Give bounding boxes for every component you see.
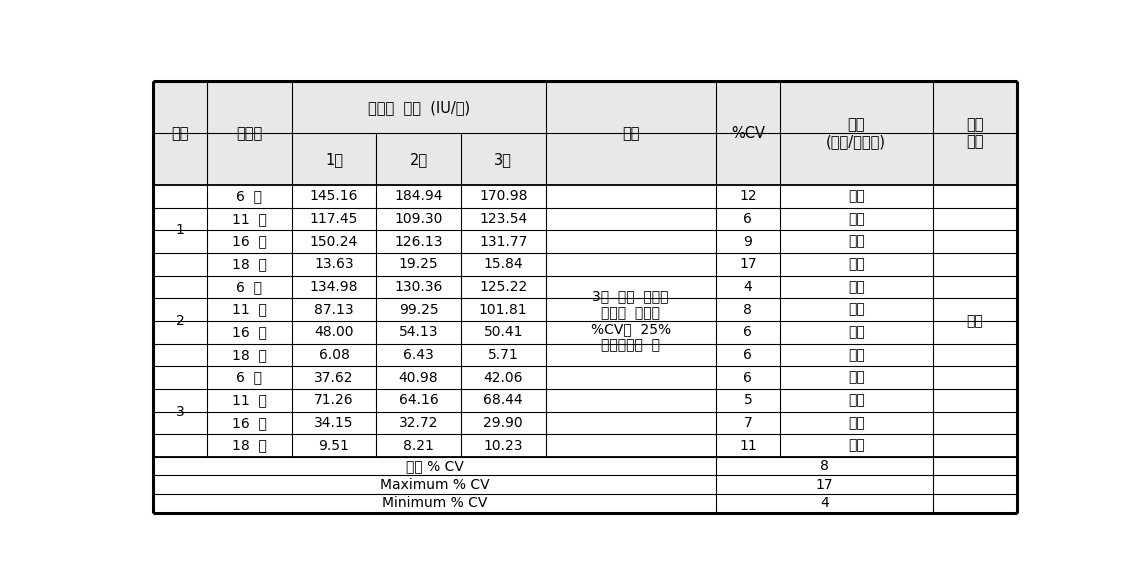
- Text: 4: 4: [743, 280, 753, 294]
- Text: 13.63: 13.63: [314, 257, 354, 271]
- Text: 적합: 적합: [847, 190, 864, 204]
- Text: 11: 11: [739, 439, 757, 453]
- Text: 3: 3: [176, 405, 185, 418]
- Text: 18  형: 18 형: [232, 439, 267, 453]
- Text: 64.16: 64.16: [399, 393, 439, 407]
- Text: 48.00: 48.00: [314, 325, 354, 339]
- Text: 6: 6: [743, 370, 753, 384]
- Text: 134.98: 134.98: [309, 280, 359, 294]
- Text: 37.62: 37.62: [314, 370, 354, 384]
- Text: 6  형: 6 형: [236, 280, 263, 294]
- Text: %CV: %CV: [731, 126, 765, 141]
- Text: 42.06: 42.06: [483, 370, 523, 384]
- Text: 16  형: 16 형: [232, 325, 267, 339]
- Text: 10.23: 10.23: [483, 439, 523, 453]
- Text: 6  형: 6 형: [236, 370, 263, 384]
- Text: 125.22: 125.22: [480, 280, 528, 294]
- Text: 적합: 적합: [847, 439, 864, 453]
- Text: 적합: 적합: [847, 325, 864, 339]
- Text: 적합: 적합: [847, 280, 864, 294]
- Text: 11  형: 11 형: [232, 393, 267, 407]
- Text: Maximum % CV: Maximum % CV: [380, 478, 490, 491]
- Text: 71.26: 71.26: [314, 393, 354, 407]
- Text: 131.77: 131.77: [478, 235, 528, 249]
- Text: 170.98: 170.98: [478, 190, 528, 204]
- Text: 적합: 적합: [847, 393, 864, 407]
- Text: 혈청형: 혈청형: [236, 126, 263, 141]
- Text: 150.24: 150.24: [309, 235, 359, 249]
- Text: 19.25: 19.25: [399, 257, 439, 271]
- Text: 1: 1: [176, 223, 185, 238]
- Text: 평균 % CV: 평균 % CV: [405, 459, 464, 473]
- Text: 11  형: 11 형: [232, 302, 267, 316]
- Text: 적합: 적합: [847, 416, 864, 430]
- Text: 항체가  결과  (IU/㎖): 항체가 결과 (IU/㎖): [368, 100, 469, 115]
- Text: 6: 6: [743, 348, 753, 362]
- Text: 적합: 적합: [966, 314, 983, 328]
- Text: 검체: 검체: [171, 126, 188, 141]
- Text: 18  형: 18 형: [232, 348, 267, 362]
- Text: 145.16: 145.16: [309, 190, 359, 204]
- Text: 117.45: 117.45: [309, 212, 359, 226]
- Text: 6.43: 6.43: [403, 348, 434, 362]
- Text: 3회  반복  시험한
항체가  차이의
%CV는  25%
이하이어야  함: 3회 반복 시험한 항체가 차이의 %CV는 25% 이하이어야 함: [590, 290, 670, 352]
- Text: 12: 12: [739, 190, 757, 204]
- Text: 16  형: 16 형: [232, 416, 267, 430]
- Text: 1회: 1회: [325, 152, 343, 167]
- Text: 판정
(적합/부적합): 판정 (적합/부적합): [826, 117, 886, 149]
- Text: 34.15: 34.15: [314, 416, 354, 430]
- Text: 68.44: 68.44: [483, 393, 523, 407]
- Text: 54.13: 54.13: [399, 325, 439, 339]
- Text: 6: 6: [743, 325, 753, 339]
- Text: 5.71: 5.71: [488, 348, 518, 362]
- Text: 적합: 적합: [847, 370, 864, 384]
- Text: 최종
판정: 최종 판정: [966, 117, 983, 149]
- Text: 126.13: 126.13: [394, 235, 443, 249]
- Text: 99.25: 99.25: [399, 302, 439, 316]
- Text: 15.84: 15.84: [483, 257, 523, 271]
- Text: 2: 2: [176, 314, 185, 328]
- Text: 적합: 적합: [847, 212, 864, 226]
- Bar: [153, 81, 1018, 185]
- Text: 130.36: 130.36: [394, 280, 443, 294]
- Text: 4: 4: [820, 496, 829, 510]
- Text: 32.72: 32.72: [399, 416, 439, 430]
- Text: 101.81: 101.81: [478, 302, 528, 316]
- Text: 적합: 적합: [847, 348, 864, 362]
- Text: 6  형: 6 형: [236, 190, 263, 204]
- Text: 16  형: 16 형: [232, 235, 267, 249]
- Text: 109.30: 109.30: [394, 212, 443, 226]
- Text: 적합: 적합: [847, 235, 864, 249]
- Text: 123.54: 123.54: [480, 212, 528, 226]
- Text: Minimum % CV: Minimum % CV: [381, 496, 488, 510]
- Text: 40.98: 40.98: [399, 370, 439, 384]
- Text: 8: 8: [820, 459, 829, 473]
- Text: 50.41: 50.41: [483, 325, 523, 339]
- Text: 6: 6: [743, 212, 753, 226]
- Text: 29.90: 29.90: [483, 416, 523, 430]
- Text: 8.21: 8.21: [403, 439, 434, 453]
- Text: 9: 9: [743, 235, 753, 249]
- Text: 17: 17: [739, 257, 757, 271]
- Text: 87.13: 87.13: [314, 302, 354, 316]
- Text: 2회: 2회: [410, 152, 427, 167]
- Text: 8: 8: [743, 302, 753, 316]
- Text: 9.51: 9.51: [319, 439, 349, 453]
- Text: 적합: 적합: [847, 257, 864, 271]
- Text: 적합: 적합: [847, 302, 864, 316]
- Text: 6.08: 6.08: [319, 348, 349, 362]
- Text: 7: 7: [743, 416, 753, 430]
- Text: 5: 5: [743, 393, 753, 407]
- Text: 18  형: 18 형: [232, 257, 267, 271]
- Text: 3회: 3회: [494, 152, 512, 167]
- Text: 17: 17: [815, 478, 833, 491]
- Text: 184.94: 184.94: [394, 190, 443, 204]
- Text: 기준: 기준: [622, 126, 640, 141]
- Text: 11  형: 11 형: [232, 212, 267, 226]
